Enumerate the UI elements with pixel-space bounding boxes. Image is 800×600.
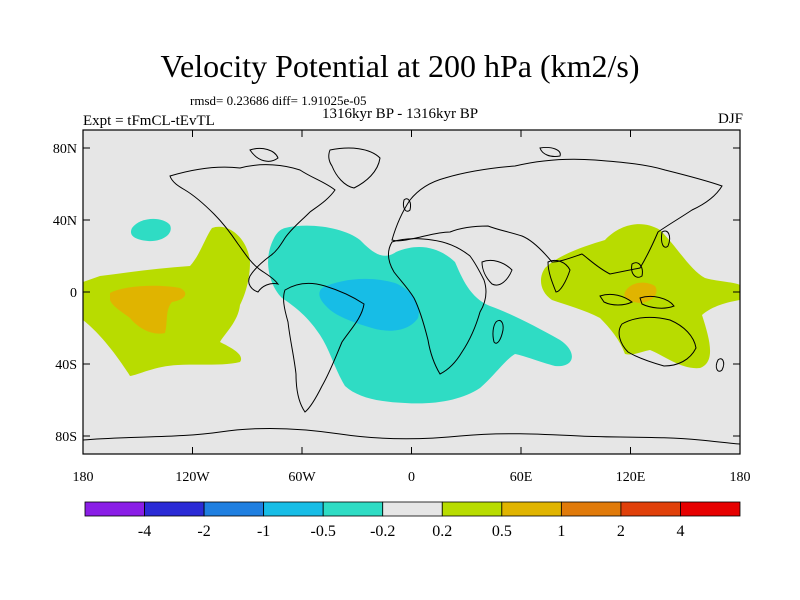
colorbar-swatch <box>382 501 443 517</box>
colorbar-swatch <box>501 501 562 517</box>
y-axis: 80N 40N 0 40S 80S <box>53 142 740 445</box>
x-tick-label: 180 <box>73 470 94 485</box>
rmsd-stats: rmsd= 0.23686 diff= 1.91025e-05 <box>190 93 367 108</box>
y-tick-label: 40N <box>53 214 77 229</box>
colorbar-swatch <box>680 501 741 517</box>
colorbar-level-label: 4 <box>676 523 684 540</box>
y-tick-label: 80S <box>55 430 77 445</box>
x-tick-label: 60E <box>510 470 533 485</box>
x-tick-label: 60W <box>288 470 316 485</box>
colorbar-swatch <box>560 501 622 517</box>
colorbar-swatch <box>263 501 324 517</box>
colorbar-swatch <box>322 501 384 517</box>
neg-anomaly-north-pacific <box>130 218 171 242</box>
y-tick-label: 80N <box>53 142 77 157</box>
colorbar-level-label: -4 <box>138 523 151 540</box>
x-tick-label: 120W <box>175 470 210 485</box>
colorbar-swatch <box>203 501 265 517</box>
y-tick-label: 40S <box>55 358 77 373</box>
x-tick-label: 180 <box>730 470 751 485</box>
colorbar-level-label: -0.5 <box>311 523 336 540</box>
y-tick-label: 0 <box>70 286 77 301</box>
colorbar-swatch <box>620 501 681 517</box>
colorbar-level-label: -2 <box>197 523 210 540</box>
colorbar-swatch <box>84 501 145 517</box>
colorbar-level-label: 0.2 <box>432 523 452 540</box>
chart-subtitle: 1316kyr BP - 1316kyr BP <box>321 106 479 122</box>
x-tick-label: 120E <box>616 470 646 485</box>
colorbar-level-label: 2 <box>617 523 625 540</box>
pos-anomaly-maritime-core <box>624 282 657 303</box>
colorbar-labels: -4 -2 -1 -0.5 -0.2 0.2 0.5 1 2 4 <box>138 523 685 540</box>
season-label: DJF <box>717 111 743 127</box>
map-area <box>83 130 740 454</box>
colorbar-level-label: -1 <box>257 523 270 540</box>
neg-anomaly-core <box>319 278 419 331</box>
pos-anomaly-pacific-core <box>110 285 186 334</box>
colorbar-swatch <box>441 501 503 517</box>
experiment-label: Expt = tFmCL-tEvTL <box>83 113 215 129</box>
colorbar-level-label: -0.2 <box>370 523 395 540</box>
neg-anomaly-atlantic-africa <box>268 225 572 404</box>
colorbar-swatch <box>144 501 205 517</box>
chart-title: Velocity Potential at 200 hPa (km2/s) <box>160 48 640 84</box>
x-axis: 180 120W 60W 0 60E 120E 180 <box>73 130 751 485</box>
colorbar-level-label: 1 <box>557 523 565 540</box>
coastlines <box>83 147 740 445</box>
x-tick-label: 0 <box>408 470 415 485</box>
colorbar-level-label: 0.5 <box>492 523 512 540</box>
colorbar <box>84 501 741 517</box>
